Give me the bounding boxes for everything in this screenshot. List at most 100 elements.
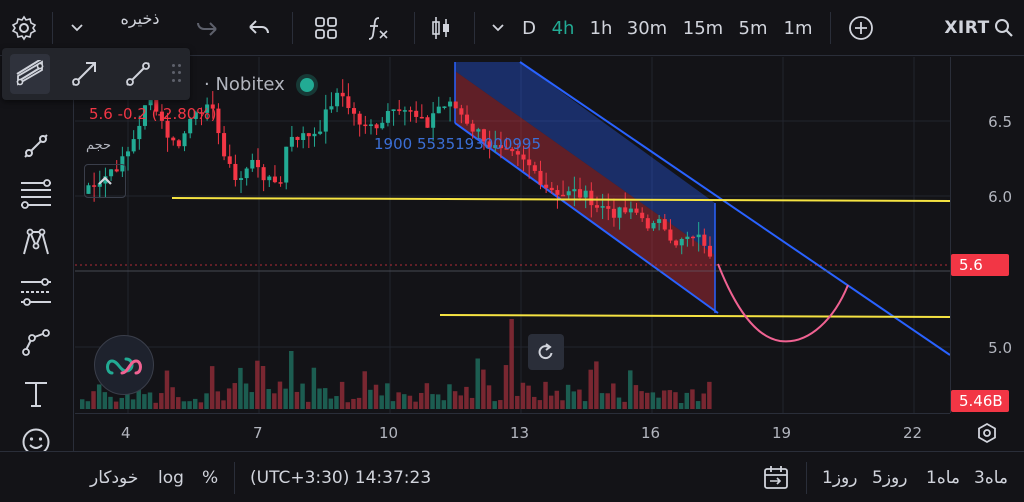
range-1-month[interactable]: 1ماه bbox=[926, 467, 961, 488]
redo-icon[interactable] bbox=[192, 0, 222, 56]
log-scale-button[interactable]: log bbox=[158, 467, 184, 488]
volume-bar bbox=[690, 389, 695, 409]
timeframe-15m[interactable]: 15m bbox=[682, 17, 724, 39]
volume-bar bbox=[283, 388, 288, 409]
candle-body bbox=[193, 112, 198, 119]
volume-bar bbox=[232, 383, 237, 409]
undo-icon[interactable] bbox=[244, 0, 274, 56]
settings-gear-icon[interactable] bbox=[6, 0, 42, 56]
volume-bar bbox=[102, 392, 108, 409]
volume-bar bbox=[622, 401, 627, 409]
candle-body bbox=[126, 151, 131, 157]
candle-body bbox=[154, 97, 159, 112]
text-tool-icon[interactable] bbox=[14, 372, 58, 416]
volume-bar bbox=[611, 383, 616, 409]
volume-bar bbox=[458, 395, 463, 409]
layouts-grid-icon[interactable] bbox=[310, 0, 342, 56]
volume-bar bbox=[515, 395, 520, 409]
volume-bar bbox=[328, 398, 334, 409]
volume-bar bbox=[645, 392, 650, 409]
pattern-tool-icon[interactable] bbox=[14, 220, 58, 264]
candle-body bbox=[267, 176, 272, 181]
save-layout-button[interactable]: ذخیره bbox=[120, 8, 160, 28]
time-axis[interactable]: 4 7 10 13 16 19 22 bbox=[75, 413, 950, 451]
volume-bar bbox=[108, 396, 113, 409]
timeframe-chevron-down-icon[interactable] bbox=[488, 0, 508, 56]
candle-body bbox=[295, 136, 300, 140]
candlestick-chart[interactable] bbox=[75, 57, 951, 413]
forecast-tool-icon[interactable] bbox=[14, 270, 58, 314]
timeframe-4h[interactable]: 4h bbox=[551, 17, 575, 39]
candle-body bbox=[606, 206, 611, 209]
candle-body bbox=[346, 96, 351, 109]
volume-bar bbox=[272, 393, 277, 409]
volume-bar bbox=[486, 385, 492, 409]
add-symbol-plus-icon[interactable] bbox=[844, 0, 878, 56]
candle-body bbox=[137, 125, 142, 140]
range-1-day[interactable]: 1روز bbox=[822, 467, 858, 488]
timeframe-d[interactable]: D bbox=[522, 17, 536, 39]
candle-body bbox=[368, 124, 373, 126]
chart-pane[interactable] bbox=[75, 57, 951, 413]
market-open-status-dot bbox=[300, 78, 314, 92]
candle-body bbox=[504, 148, 509, 150]
volume-bar bbox=[419, 392, 424, 409]
volume-bar bbox=[526, 385, 531, 409]
candle-body bbox=[244, 168, 249, 179]
candlestick-icon[interactable] bbox=[428, 0, 454, 56]
volume-bar bbox=[396, 392, 401, 409]
candle-body bbox=[278, 182, 283, 184]
collapse-legend-button[interactable] bbox=[84, 164, 126, 198]
volume-bar bbox=[351, 398, 356, 409]
broker-logo-icon[interactable] bbox=[94, 335, 154, 395]
fib-levels-tool-icon[interactable] bbox=[14, 172, 58, 216]
indicators-fx-icon[interactable] bbox=[362, 0, 394, 56]
candle-body bbox=[702, 234, 707, 246]
range-3-months[interactable]: 3ماه bbox=[974, 467, 1009, 488]
range-5-days[interactable]: 5روز bbox=[872, 467, 908, 488]
chart-settings-gear-icon[interactable] bbox=[972, 420, 1002, 446]
percent-scale-button[interactable]: % bbox=[202, 467, 219, 488]
candle-body bbox=[651, 222, 656, 229]
divider bbox=[806, 462, 807, 494]
indicator-value-label: 1900 5535193000995 bbox=[374, 135, 542, 153]
candle-body bbox=[335, 92, 340, 107]
time-tick: 16 bbox=[641, 424, 661, 442]
timeframe-5m[interactable]: 5m bbox=[738, 17, 768, 39]
timeframe-1h[interactable]: 1h bbox=[589, 17, 613, 39]
volume-bar bbox=[300, 383, 305, 409]
candle-body bbox=[532, 165, 537, 171]
volume-bar bbox=[96, 384, 102, 409]
volume-bar bbox=[605, 393, 610, 409]
candle-body bbox=[97, 183, 102, 187]
path-tool-icon[interactable] bbox=[14, 320, 58, 364]
search-icon[interactable] bbox=[990, 0, 1018, 56]
volume-bar bbox=[317, 388, 322, 409]
candle-body bbox=[222, 133, 227, 157]
arrow-line-tool-icon[interactable] bbox=[64, 54, 104, 94]
volume-bar bbox=[402, 394, 407, 409]
reset-chart-button[interactable] bbox=[528, 334, 564, 370]
legend-symbol-title: · Nobitex bbox=[204, 74, 285, 95]
trend-line-tool-icon[interactable] bbox=[14, 124, 58, 168]
price-axis[interactable]: 6.5 6.0 5.0 5.6 5.46B bbox=[950, 57, 1024, 413]
legend-volume-label: حجم bbox=[86, 138, 112, 153]
timeframe-1m[interactable]: 1m bbox=[783, 17, 813, 39]
candle-body bbox=[176, 140, 181, 147]
date-range-calendar-icon[interactable] bbox=[762, 452, 790, 502]
volume-bar bbox=[193, 398, 198, 409]
timeframe-30m[interactable]: 30m bbox=[626, 17, 668, 39]
auto-scale-button[interactable]: خودکار bbox=[90, 467, 139, 488]
volume-bar bbox=[130, 399, 136, 409]
candle-body bbox=[623, 207, 628, 213]
symbol-name[interactable]: XIRT bbox=[944, 18, 990, 38]
drag-handle-icon[interactable] bbox=[172, 64, 182, 84]
volume-bar bbox=[322, 388, 328, 409]
ray-line-tool-icon[interactable] bbox=[118, 54, 158, 94]
parallel-channel-tool-icon[interactable] bbox=[10, 54, 50, 94]
volume-bar bbox=[435, 394, 441, 409]
timezone-clock[interactable]: (UTC+3:30) 14:37:23 bbox=[250, 467, 432, 488]
candle-body bbox=[301, 133, 306, 140]
chevron-down-icon[interactable] bbox=[66, 0, 88, 56]
drawings-overlay bbox=[75, 197, 951, 343]
